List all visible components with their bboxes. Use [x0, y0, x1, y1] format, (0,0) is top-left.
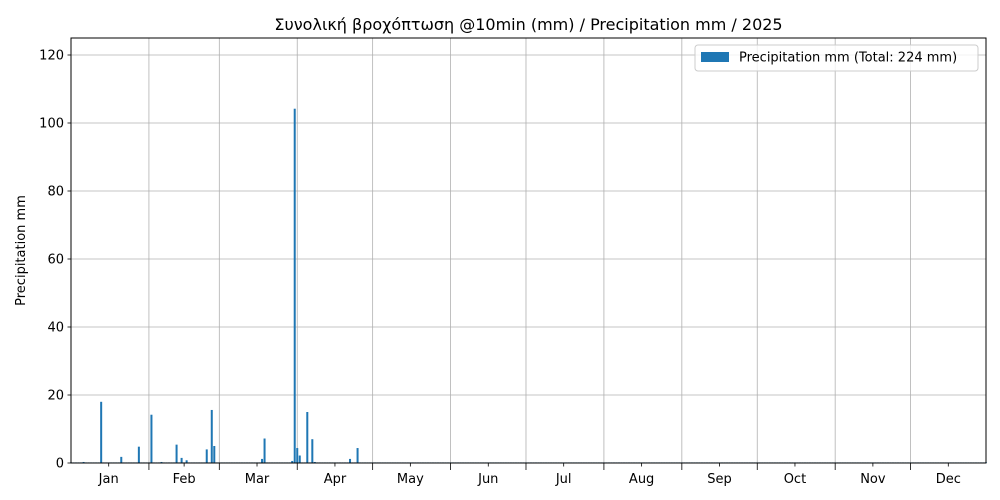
x-tick-label-dec: Dec — [936, 472, 961, 487]
y-tick-label: 60 — [47, 253, 64, 268]
precipitation-bar — [356, 448, 359, 463]
precipitation-bar — [213, 446, 216, 463]
plot-frame — [70, 37, 987, 464]
y-axis-title: Precipitation mm — [14, 195, 29, 306]
y-tick-label: 80 — [47, 185, 64, 200]
precipitation-bar — [291, 460, 294, 463]
x-tick-label-feb: Feb — [173, 472, 196, 487]
chart-title: Συνολική βροχόπτωση @10min (mm) / Precip… — [274, 15, 782, 34]
precipitation-bar — [160, 461, 163, 463]
y-tick-label: 0 — [56, 457, 64, 472]
x-tick-label-aug: Aug — [629, 472, 654, 487]
precipitation-bar — [311, 439, 314, 463]
legend: Precipitation mm (Total: 224 mm) — [694, 44, 979, 72]
precipitation-bar — [175, 444, 178, 463]
precipitation-bar — [298, 455, 301, 463]
y-tick-label: 100 — [39, 117, 64, 132]
y-tick-label: 120 — [39, 49, 64, 64]
axis-ticks: 0 20 40 60 80 100 120 Jan Feb Mar Apr May Jun Jul Aug S… — [39, 49, 961, 488]
x-tick-label-apr: Apr — [324, 472, 347, 487]
precipitation-bar — [100, 401, 103, 463]
y-tick-label: 20 — [47, 389, 64, 404]
grid — [71, 38, 986, 464]
precipitation-bar — [293, 108, 296, 463]
y-tick-label: 40 — [47, 321, 64, 336]
x-tick-label-mar: Mar — [245, 472, 270, 487]
precipitation-bar — [137, 446, 140, 463]
precipitation-bar — [82, 461, 85, 463]
x-tick-label-oct: Oct — [784, 472, 806, 487]
precipitation-bar — [120, 456, 123, 463]
legend-label: Precipitation mm (Total: 224 mm) — [739, 51, 957, 66]
x-tick-label-jun: Jun — [477, 472, 498, 487]
precipitation-bar — [263, 438, 266, 463]
x-tick-label-nov: Nov — [860, 472, 886, 487]
x-tick-label-may: May — [397, 472, 424, 487]
precipitation-bar — [150, 414, 153, 463]
precipitation-bar — [185, 460, 188, 463]
x-tick-label-jan: Jan — [98, 472, 119, 487]
x-tick-label-jul: Jul — [555, 472, 572, 487]
precipitation-bar — [296, 448, 299, 463]
x-tick-label-sep: Sep — [707, 472, 732, 487]
precipitation-bar — [180, 457, 183, 463]
precipitation-bar — [313, 461, 316, 463]
precipitation-bar — [306, 412, 309, 463]
legend-swatch — [701, 52, 729, 62]
precipitation-bar — [210, 409, 213, 463]
legend-box — [694, 44, 979, 72]
precipitation-bar — [205, 449, 208, 463]
precipitation-bar — [349, 458, 352, 463]
precipitation-bar — [261, 458, 264, 463]
